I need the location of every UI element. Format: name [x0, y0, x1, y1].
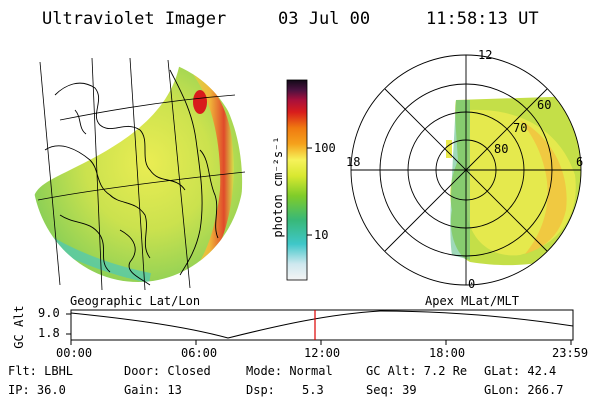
altitude-plot	[66, 309, 574, 345]
status-gc-alt: GC Alt: 7.2 Re	[366, 364, 468, 378]
polar-image	[446, 96, 581, 266]
status-glon: GLon: 266.7	[484, 383, 564, 397]
status-dsp-value: 5.3	[302, 383, 324, 397]
mlat-label-70: 70	[513, 121, 528, 135]
mlat-label-80: 80	[494, 142, 509, 156]
status-gain: Gain: 13	[124, 383, 182, 397]
time-tick-0600: 06:00	[181, 346, 218, 360]
status-filter: Flt: LBHL	[8, 364, 74, 378]
time-tick-2359: 23:59	[552, 346, 589, 360]
status-mode: Mode: Normal	[246, 364, 333, 378]
status-ip: IP: 36.0	[8, 383, 66, 397]
header-time: 11:58:13 UT	[426, 9, 539, 29]
time-tick-1800: 18:00	[429, 346, 466, 360]
time-tick-0000: 00:00	[56, 346, 93, 360]
mlt-label-12: 12	[478, 48, 493, 62]
colorbar-tick-label-10: 10	[314, 228, 329, 242]
time-tick-1200: 12:00	[304, 346, 341, 360]
mlt-label-6: 6	[576, 155, 584, 169]
altitude-tick-9: 9.0	[38, 306, 60, 320]
coastlines	[44, 69, 219, 286]
polar-grid	[350, 54, 582, 286]
status-door: Door: Closed	[124, 364, 211, 378]
status-seq: Seq: 39	[366, 383, 417, 397]
colorbar-unit-label: photon cm⁻²s⁻¹	[271, 136, 285, 238]
app-title: Ultraviolet Imager	[42, 9, 227, 29]
left-panel-caption: Geographic Lat/Lon	[70, 294, 201, 308]
mlat-label-60: 60	[537, 98, 552, 112]
mlt-label-18: 18	[346, 155, 361, 169]
colorbar	[286, 79, 308, 281]
geographic-image	[32, 58, 244, 282]
status-dsp-label: Dsp:	[246, 383, 275, 397]
altitude-axis-label: GC Alt	[12, 305, 26, 349]
header-date: 03 Jul 00	[278, 9, 371, 29]
mlt-label-0: 0	[468, 277, 476, 291]
colorbar-tick-label-100: 100	[314, 141, 336, 155]
status-glat: GLat: 42.4	[484, 364, 557, 378]
altitude-tick-1-8: 1.8	[38, 326, 60, 340]
right-panel-caption: Apex MLat/MLT	[425, 294, 519, 308]
